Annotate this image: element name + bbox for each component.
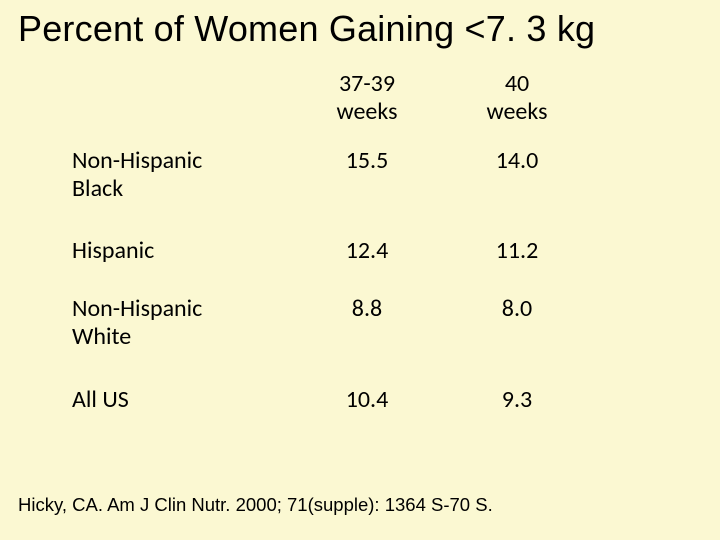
row-label-line1: All US [72, 385, 129, 414]
data-table-wrap: 37-39 weeks 40 weeks Non-Hispanic Black … [72, 70, 592, 414]
cell-value: 8.0 [442, 295, 592, 384]
header-empty [72, 70, 292, 147]
cell-value: 9.3 [442, 385, 592, 414]
cell-value: 15.5 [292, 147, 442, 236]
cell-value: 10.4 [292, 385, 442, 414]
row-label-line1: Non-Hispanic [72, 146, 202, 175]
table-row: Non-Hispanic Black 15.5 14.0 [72, 147, 592, 236]
column-header: 37-39 weeks [292, 70, 442, 147]
slide: Percent of Women Gaining <7. 3 kg 37-39 … [0, 0, 720, 540]
table-row: Non-Hispanic White 8.8 8.0 [72, 295, 592, 384]
column-header-line2: weeks [337, 97, 398, 126]
data-table: 37-39 weeks 40 weeks Non-Hispanic Black … [72, 70, 592, 414]
row-label-line2: White [72, 322, 131, 351]
table-header-row: 37-39 weeks 40 weeks [72, 70, 592, 147]
row-label-line2: Black [72, 174, 123, 203]
cell-value: 14.0 [442, 147, 592, 236]
row-label: All US [72, 385, 292, 414]
cell-value: 12.4 [292, 236, 442, 295]
cell-value: 11.2 [442, 236, 592, 295]
citation-text: Hicky, CA. Am J Clin Nutr. 2000; 71(supp… [18, 494, 493, 516]
row-label: Non-Hispanic White [72, 295, 292, 384]
row-label-line1: Hispanic [72, 236, 154, 265]
table-row: Hispanic 12.4 11.2 [72, 236, 592, 295]
table-row: All US 10.4 9.3 [72, 385, 592, 414]
row-label: Non-Hispanic Black [72, 147, 292, 236]
column-header-line2: weeks [487, 97, 548, 126]
column-header-line1: 37-39 [339, 69, 395, 98]
cell-value: 8.8 [292, 295, 442, 384]
column-header: 40 weeks [442, 70, 592, 147]
row-label: Hispanic [72, 236, 292, 295]
column-header-line1: 40 [505, 69, 529, 98]
row-label-line1: Non-Hispanic [72, 294, 202, 323]
slide-title: Percent of Women Gaining <7. 3 kg [18, 8, 595, 50]
